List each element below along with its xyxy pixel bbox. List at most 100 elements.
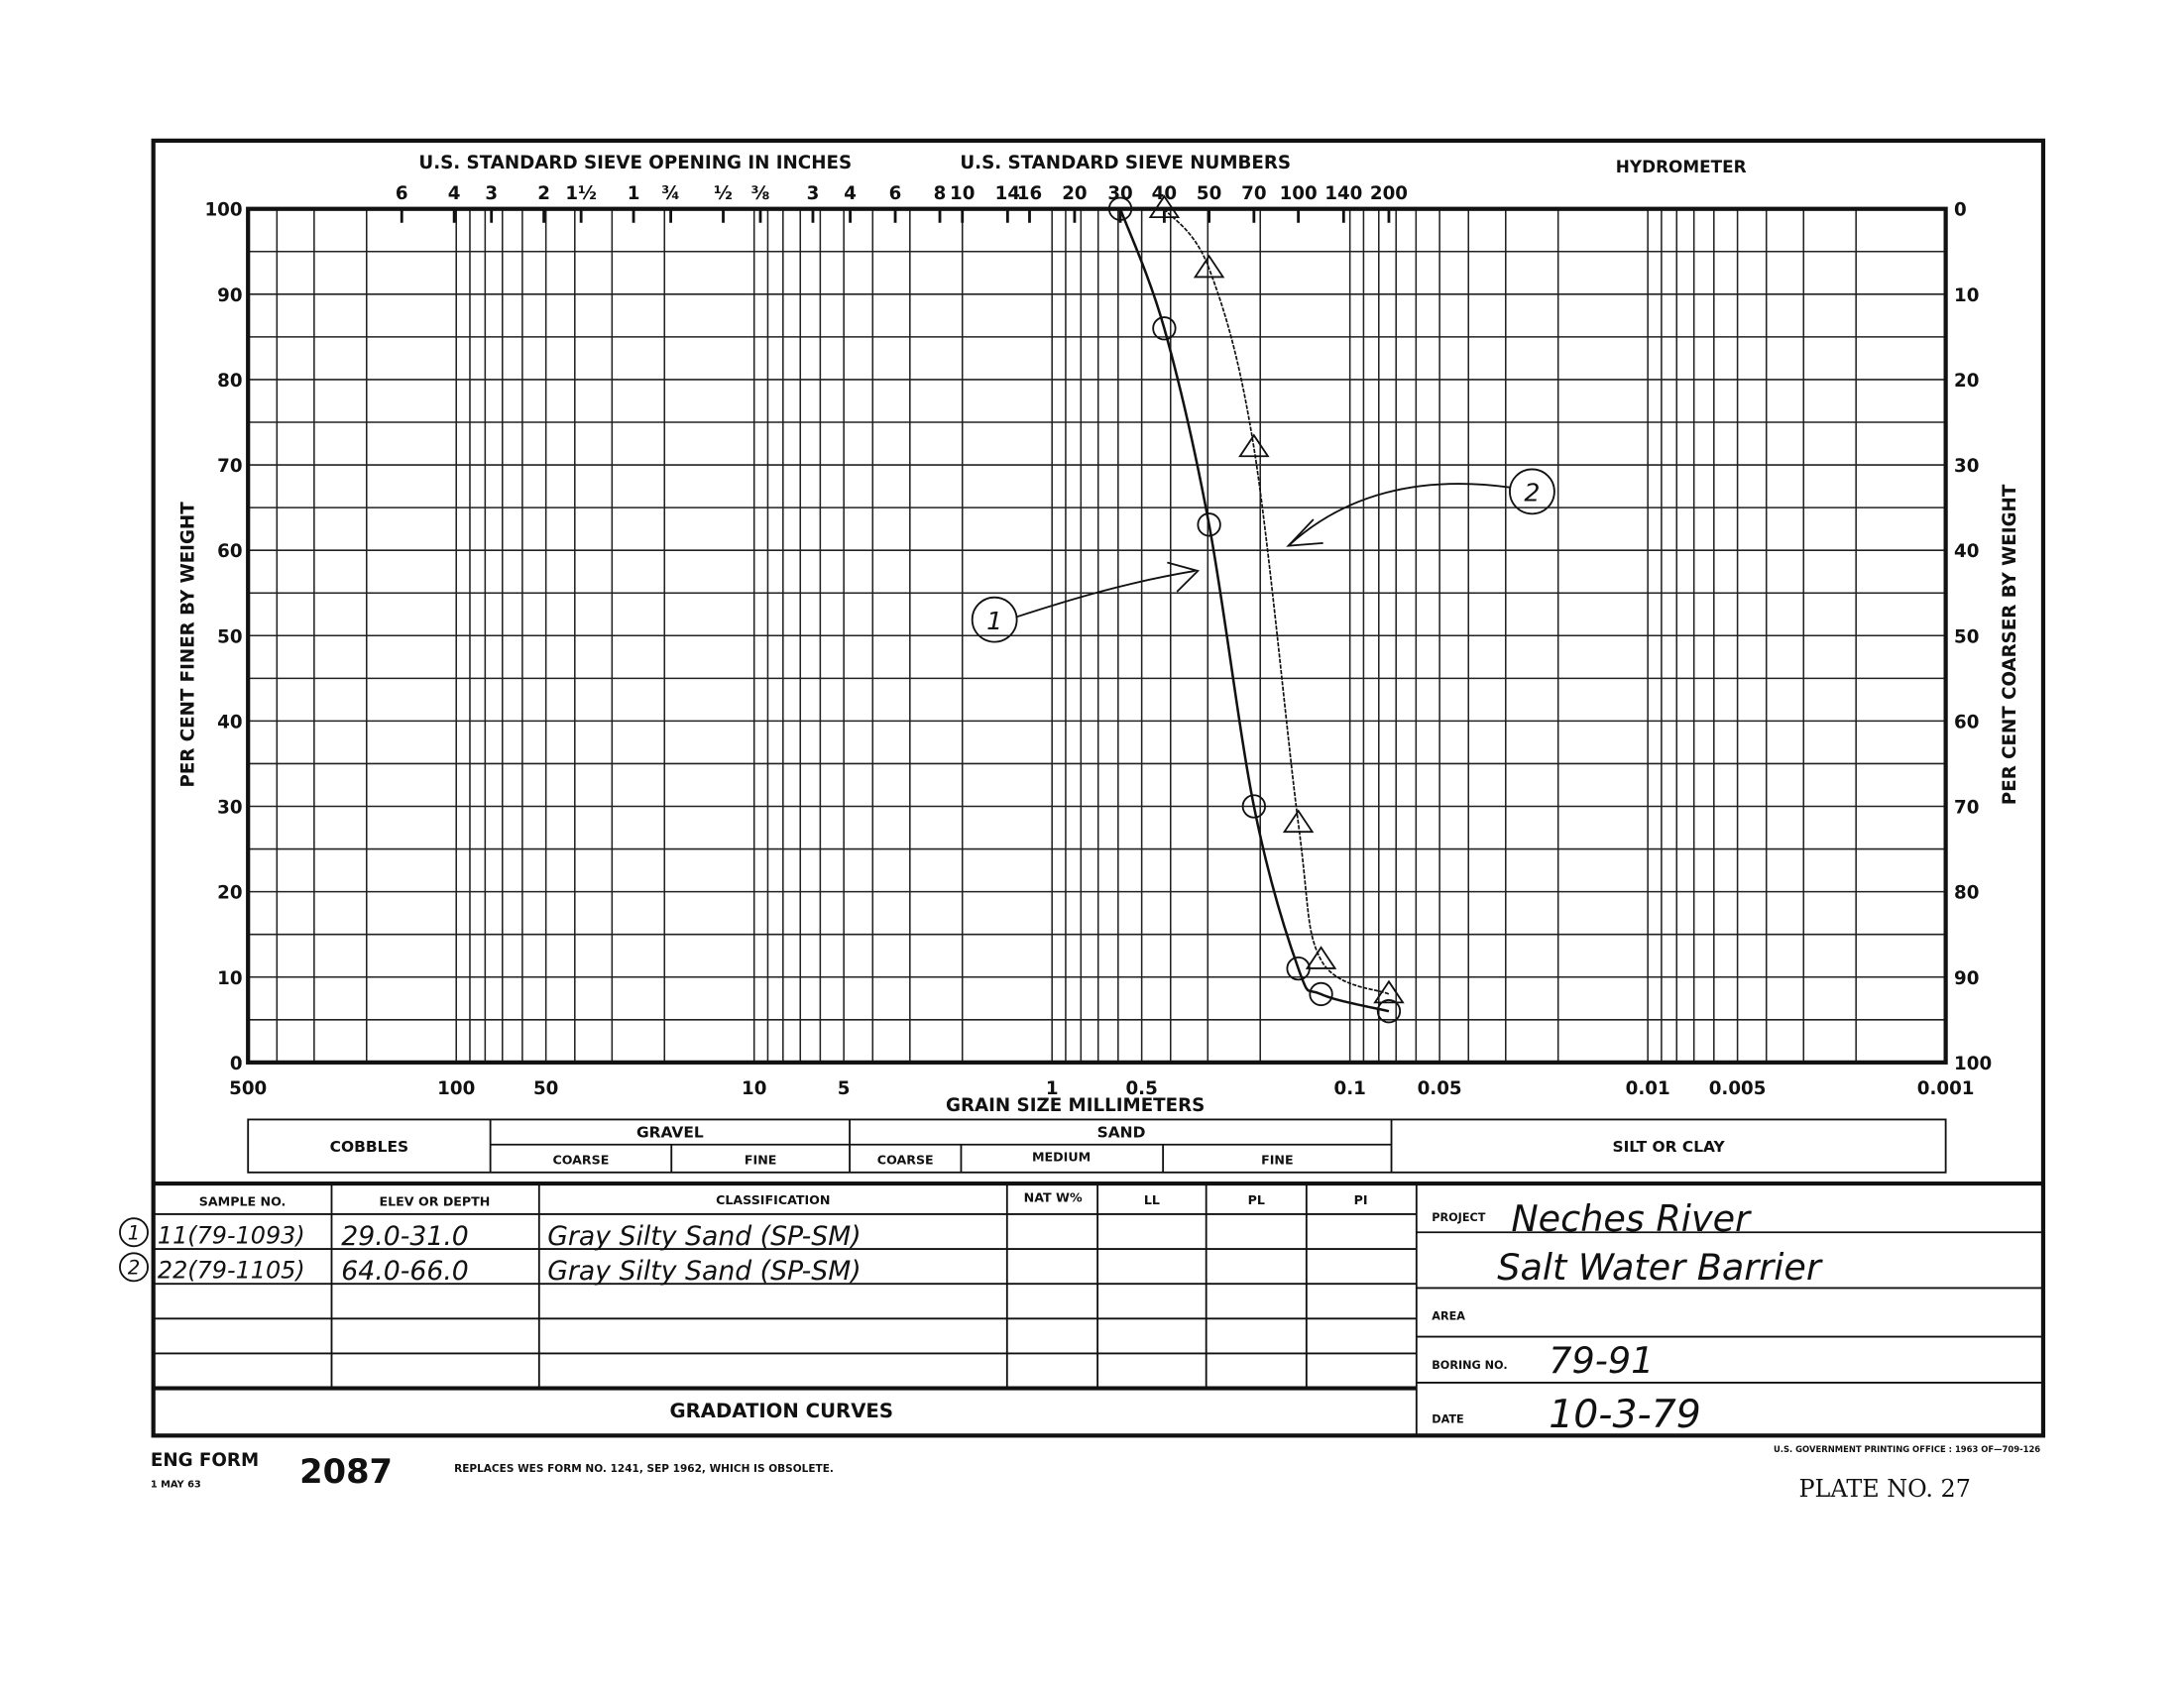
gravel-label: GRAVEL xyxy=(636,1124,704,1142)
sieve-label: 20 xyxy=(1062,183,1087,204)
x-axis-ticks: 500 100 50 10 5 1 0.5 0.1 0.05 0.01 0.005 0.001 xyxy=(229,1078,1974,1099)
header-pl: PL xyxy=(1248,1192,1265,1207)
series-2-line xyxy=(1163,208,1390,995)
cobbles-label: COBBLES xyxy=(330,1138,409,1156)
sieve-label: 16 xyxy=(1017,183,1042,204)
x-tick-label: 500 xyxy=(229,1078,267,1099)
annotation-1-label: 1 xyxy=(986,607,1002,635)
y-tick-label: 100 xyxy=(204,200,242,221)
series-2-point xyxy=(1148,194,1181,219)
plate-number: PLATE NO. 27 xyxy=(1798,1475,1970,1503)
y-tick-label: 90 xyxy=(217,285,242,306)
header-ll: LL xyxy=(1144,1192,1160,1207)
series-1-point xyxy=(1152,316,1177,341)
x-axis-label: GRAIN SIZE MILLIMETERS xyxy=(946,1095,1205,1116)
header-sample-no: SAMPLE NO. xyxy=(199,1194,287,1209)
plot-area xyxy=(246,206,1948,1065)
x-tick-label: 0.1 xyxy=(1333,1078,1365,1099)
x-tick-label: 0.5 xyxy=(1125,1078,1157,1099)
soil-classification-bar: COBBLES GRAVEL SAND SILT OR CLAY COARSE … xyxy=(247,1118,1947,1174)
sieve-label: 3 xyxy=(807,183,820,204)
x-tick-label: 0.05 xyxy=(1418,1078,1462,1099)
form-number: 2087 xyxy=(299,1452,393,1491)
sieve-label: 200 xyxy=(1370,183,1408,204)
x-tick-label: 5 xyxy=(838,1078,851,1099)
series-2-point xyxy=(1305,946,1337,969)
sieve-label: 2 xyxy=(537,183,550,204)
elev-depth: 64.0-66.0 xyxy=(341,1256,468,1287)
sand-label: SAND xyxy=(1097,1124,1146,1142)
y-tick-label: 20 xyxy=(217,883,242,904)
sieve-label: 8 xyxy=(934,183,947,204)
boring-value: 79-91 xyxy=(1549,1339,1654,1382)
table-row: 1 11(79-1093) 29.0-31.0 Gray Silty Sand … xyxy=(119,1217,862,1252)
sieve-label: 40 xyxy=(1152,183,1177,204)
series-layer xyxy=(1107,194,1405,1024)
series-2-point xyxy=(1238,433,1270,458)
sample-table: SAMPLE NO. ELEV OR DEPTH CLASSIFICATION … xyxy=(119,1181,2043,1436)
y-axis-label: PER CENT FINER BY WEIGHT xyxy=(177,502,198,788)
series-1-line xyxy=(1118,208,1390,1013)
sieve-label: 50 xyxy=(1197,183,1221,204)
sieve-label: 10 xyxy=(950,183,975,204)
silt-clay-label: SILT OR CLAY xyxy=(1612,1138,1725,1156)
sieve-label: ⅜ xyxy=(751,183,770,204)
header-pi: PI xyxy=(1354,1192,1368,1207)
x-tick-label: 0.01 xyxy=(1626,1078,1670,1099)
sieve-label: 1½ xyxy=(565,183,597,204)
y-tick-label: 60 xyxy=(217,541,242,562)
chart-grid xyxy=(247,208,1947,1063)
sieve-label: 4 xyxy=(448,183,461,204)
printing-office-note: U.S. GOVERNMENT PRINTING OFFICE : 1963 O… xyxy=(1774,1444,2040,1454)
chart-title: GRADATION CURVES xyxy=(669,1400,893,1422)
sieve-label: 6 xyxy=(889,183,902,204)
x-tick-label: 0.001 xyxy=(1917,1078,1975,1099)
header-elev-depth: ELEV OR DEPTH xyxy=(380,1194,491,1209)
sieve-inches-title: U.S. STANDARD SIEVE OPENING IN INCHES xyxy=(418,153,852,173)
arrow-head-icon xyxy=(1167,561,1201,593)
sieve-label: ¾ xyxy=(661,183,680,204)
project-label: PROJECT xyxy=(1432,1211,1485,1224)
sand-medium-label: MEDIUM xyxy=(1032,1150,1091,1165)
sieve-numbers-title: U.S. STANDARD SIEVE NUMBERS xyxy=(960,153,1291,173)
sieve-label: 100 xyxy=(1280,183,1318,204)
series-1-point xyxy=(1197,512,1221,537)
replaces-note: REPLACES WES FORM NO. 1241, SEP 1962, WH… xyxy=(454,1463,834,1475)
header-classification: CLASSIFICATION xyxy=(716,1192,830,1207)
boring-label: BORING NO. xyxy=(1432,1359,1507,1372)
form-frame xyxy=(151,138,2046,1438)
sieve-label: 6 xyxy=(396,183,408,204)
y-right-tick-label: 70 xyxy=(1954,798,1979,819)
series-1-point xyxy=(1241,794,1267,819)
sieve-label: 140 xyxy=(1324,183,1362,204)
hydrometer-title: HYDROMETER xyxy=(1616,157,1747,176)
sand-coarse-label: COARSE xyxy=(877,1152,934,1167)
y-tick-label: 80 xyxy=(217,371,242,392)
y-right-axis-label: PER CENT COARSER BY WEIGHT xyxy=(2000,484,2020,805)
series-1-point xyxy=(1107,196,1133,221)
series-2-point xyxy=(1193,254,1225,279)
y-right-tick-label: 100 xyxy=(1954,1054,1992,1074)
classification: Gray Silty Sand (SP-SM) xyxy=(547,1221,861,1252)
area-label: AREA xyxy=(1432,1310,1465,1323)
series-2-point xyxy=(1373,979,1405,1004)
annotation-2-label: 2 xyxy=(1524,479,1540,507)
y-tick-label: 40 xyxy=(217,712,242,732)
y-right-tick-label: 20 xyxy=(1954,371,1979,392)
project-line-1: Neches River xyxy=(1511,1197,1752,1240)
annotation-2: 2 xyxy=(1286,468,1555,547)
y-tick-label: 10 xyxy=(217,968,242,989)
date-label: DATE xyxy=(1432,1413,1463,1426)
sieve-label: 3 xyxy=(485,183,498,204)
info-panel: PROJECT Neches River Salt Water Barrier … xyxy=(1432,1197,1823,1437)
y-right-tick-label: 30 xyxy=(1954,456,1979,477)
sample-no: 22(79-1105) xyxy=(158,1257,305,1285)
y-right-tick-label: 80 xyxy=(1954,883,1979,904)
y-tick-label: 70 xyxy=(217,456,242,477)
series-1-point xyxy=(1309,981,1333,1007)
x-tick-label: 100 xyxy=(437,1078,475,1099)
arrow-head-icon xyxy=(1286,518,1323,547)
project-line-2: Salt Water Barrier xyxy=(1497,1246,1823,1289)
sand-fine-label: FINE xyxy=(1261,1152,1294,1167)
